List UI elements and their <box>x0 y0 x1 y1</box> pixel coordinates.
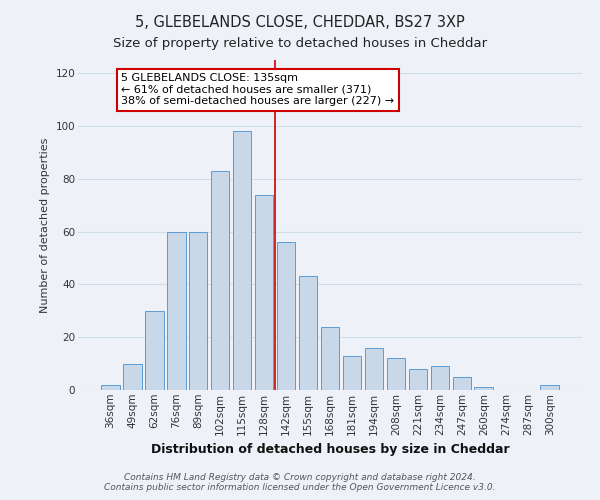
Bar <box>343 356 361 390</box>
Bar <box>431 366 449 390</box>
Bar <box>101 384 119 390</box>
Bar <box>277 242 295 390</box>
Bar <box>189 232 208 390</box>
Bar <box>320 326 340 390</box>
Bar <box>365 348 383 390</box>
Bar <box>452 377 471 390</box>
Bar <box>233 132 251 390</box>
X-axis label: Distribution of detached houses by size in Cheddar: Distribution of detached houses by size … <box>151 443 509 456</box>
Bar <box>541 384 559 390</box>
Y-axis label: Number of detached properties: Number of detached properties <box>40 138 50 312</box>
Text: 5 GLEBELANDS CLOSE: 135sqm
← 61% of detached houses are smaller (371)
38% of sem: 5 GLEBELANDS CLOSE: 135sqm ← 61% of deta… <box>121 73 394 106</box>
Bar <box>386 358 405 390</box>
Text: 5, GLEBELANDS CLOSE, CHEDDAR, BS27 3XP: 5, GLEBELANDS CLOSE, CHEDDAR, BS27 3XP <box>135 15 465 30</box>
Bar <box>145 311 164 390</box>
Bar <box>211 171 229 390</box>
Bar <box>167 232 185 390</box>
Text: Contains HM Land Registry data © Crown copyright and database right 2024.
Contai: Contains HM Land Registry data © Crown c… <box>104 473 496 492</box>
Bar <box>409 369 427 390</box>
Bar <box>123 364 142 390</box>
Text: Size of property relative to detached houses in Cheddar: Size of property relative to detached ho… <box>113 38 487 51</box>
Bar <box>299 276 317 390</box>
Bar <box>475 388 493 390</box>
Bar <box>255 194 274 390</box>
